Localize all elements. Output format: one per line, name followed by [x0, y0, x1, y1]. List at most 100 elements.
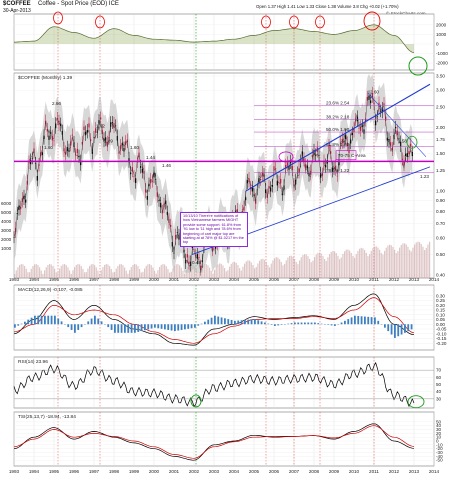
candle-body [263, 174, 265, 177]
volume-bar [264, 259, 266, 278]
volume-bar [34, 264, 36, 278]
price-label: 2.66 [52, 101, 61, 106]
macd-histogram-bar [184, 324, 186, 330]
macd-histogram-bar [280, 324, 283, 325]
candle-body [360, 126, 362, 131]
macd-histogram-bar [240, 320, 243, 325]
candle-body [336, 175, 338, 177]
peak-circle-red [363, 11, 381, 31]
volume-tick-label: 2000 [1, 237, 12, 242]
volume-bar [239, 268, 241, 278]
candle-body [255, 199, 257, 204]
volume-bar [19, 265, 21, 278]
volume-bar [427, 244, 429, 278]
candle-body [303, 158, 305, 161]
volume-bar [97, 270, 99, 278]
volume-bar [374, 246, 376, 278]
macd-histogram-bar [167, 324, 170, 330]
trendline-blue [245, 83, 431, 192]
macd-histogram-bar [164, 324, 166, 330]
y-tick-label: -50 [436, 458, 443, 463]
rsi-oversold-circle [407, 395, 425, 409]
y-tick-label: -0.10 [436, 331, 447, 336]
price-label: 1.46 [162, 163, 171, 168]
volume-bar [45, 267, 47, 278]
trendline-blue [367, 93, 427, 158]
macd-histogram-bar [37, 315, 40, 325]
y-tick-label: 3.00 [436, 88, 445, 93]
candle-body [103, 138, 105, 142]
volume-bar [185, 270, 187, 278]
candle-body [120, 145, 122, 150]
price-label: 1.89 [104, 138, 113, 143]
candle-body [108, 136, 110, 140]
volume-bar [15, 270, 17, 278]
candle-body [105, 137, 107, 141]
candle-body [170, 224, 172, 227]
macd-histogram-bar [180, 324, 183, 330]
volume-bar [399, 247, 401, 278]
volume-bar [369, 254, 371, 278]
volume-bar [299, 260, 301, 278]
volume-bar [104, 264, 106, 278]
volume-bar [419, 242, 421, 278]
volume-bar [65, 265, 67, 278]
year-tick-label: 2006 [269, 277, 280, 282]
volume-bar [365, 252, 367, 278]
volume-bar [154, 270, 156, 278]
macd-histogram-bar [147, 324, 150, 330]
candle-body [86, 130, 88, 133]
candle-body [195, 254, 197, 256]
candle-body [301, 151, 303, 156]
candle-body [95, 128, 97, 133]
candle-body [270, 187, 272, 192]
volume-bar [110, 268, 112, 278]
volume-bar [422, 246, 424, 278]
macd-histogram-bar [344, 320, 346, 325]
volume-bar [320, 253, 322, 278]
volume-bar [195, 269, 197, 278]
candle-body [271, 184, 273, 187]
volume-bar [279, 259, 281, 278]
candle-body [111, 122, 113, 124]
volume-bar [194, 266, 196, 278]
volume-bar [397, 251, 399, 278]
volume-tick-label: 1000 [1, 246, 12, 251]
candle-body [298, 168, 300, 173]
candle-body [35, 163, 37, 164]
volume-bar [32, 265, 34, 278]
candle-body [140, 166, 142, 168]
macd-histogram-bar [274, 324, 276, 326]
volume-bar [72, 270, 74, 278]
candle-body [358, 128, 360, 129]
volume-bar [214, 269, 216, 278]
panel-title: MACD(12,26,9) -0.107, -0.085 [18, 287, 83, 293]
candle-body [245, 197, 247, 201]
candle-body [320, 173, 322, 178]
macd-histogram-bar [334, 324, 336, 326]
volume-bar [329, 254, 331, 278]
year-tick-label: 1997 [89, 469, 100, 474]
macd-histogram-bar [154, 324, 156, 328]
macd-histogram-bar [50, 315, 53, 325]
year-tick-label: 1994 [29, 277, 40, 282]
volume-bar [244, 263, 246, 278]
candle-body [350, 139, 352, 144]
y-tick-label: 20 [436, 431, 442, 436]
year-tick-label: 2007 [289, 277, 300, 282]
volume-bar [160, 264, 162, 278]
candle-body [76, 148, 78, 154]
macd-histogram-bar [120, 324, 123, 333]
candle-body [265, 189, 267, 193]
candle-body [381, 108, 383, 113]
volume-bar [319, 252, 321, 278]
macd-histogram-bar [377, 320, 380, 325]
year-tick-label: 2013 [409, 277, 420, 282]
panel-frame-3 [13, 356, 435, 409]
macd-histogram-bar [254, 319, 256, 325]
volume-bar [175, 264, 177, 278]
candle-body [285, 164, 287, 168]
candle-body [260, 178, 262, 181]
candle-body [243, 206, 245, 211]
